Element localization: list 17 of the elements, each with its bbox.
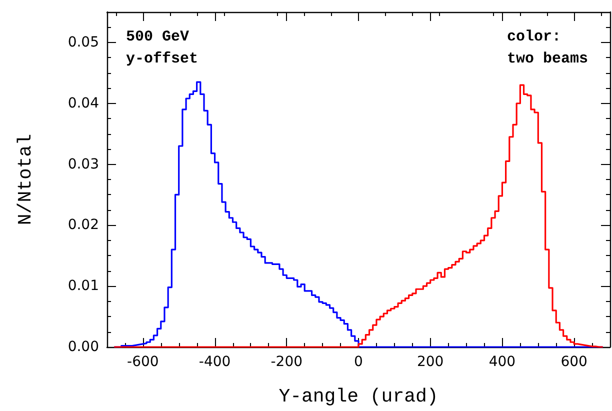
y-tick-label: 0.04 (68, 95, 100, 112)
x-tick-label: 600 (560, 354, 588, 370)
y-axis-title: N/Ntotal (14, 134, 36, 226)
x-tick-label: -600 (127, 354, 159, 370)
y-tick-label: 0.02 (68, 217, 99, 234)
x-tick-label: 200 (416, 354, 444, 370)
x-tick-label: 0 (354, 354, 363, 370)
x-tick-label: -200 (270, 354, 303, 370)
annotation: color: two beams (506, 28, 588, 68)
y-tick-label: 0.00 (68, 339, 99, 355)
y-tick-label: 0.05 (68, 34, 99, 50)
annotation: 500 GeV y-offset (126, 28, 198, 68)
y-tick-label: 0.01 (68, 278, 99, 294)
x-tick-label: 400 (488, 354, 516, 370)
x-tick-label: -400 (198, 354, 231, 370)
y-tick-label: 0.03 (68, 156, 99, 172)
x-axis-title: Y-angle (urad) (278, 386, 438, 408)
